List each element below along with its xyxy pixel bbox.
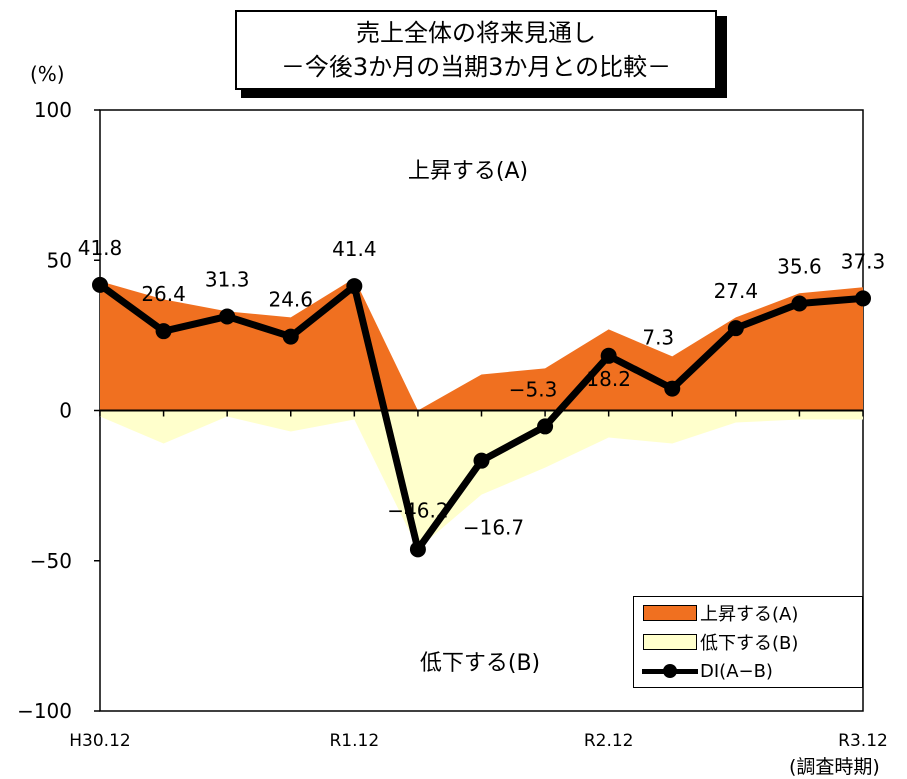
legend-label-down: 低下する(B) (700, 633, 799, 654)
di-data-label: 24.6 (268, 288, 313, 312)
di-data-label: 7.3 (642, 326, 674, 350)
area-up-fill (100, 278, 863, 411)
y-axis-ticks: 100 50 0 −50 −100 (17, 98, 100, 723)
y-tick-label: 0 (59, 399, 72, 423)
x-axis-ticks: H30.12 R1.12 R2.12 R3.12 (69, 410, 888, 751)
di-data-label: 18.2 (586, 367, 631, 391)
di-data-labels: 41.8 26.4 31.3 24.6 41.4 −46.2 −16.7 −5.3 18.2 7.… (78, 236, 886, 540)
area-down-fill (100, 410, 863, 549)
di-data-label: −5.3 (509, 377, 558, 401)
di-point (155, 323, 172, 340)
legend-swatch-di (642, 664, 698, 678)
area-annotations: 上昇する(A) 低下する(B) (408, 159, 540, 676)
x-tick-label: R3.12 (838, 731, 888, 751)
di-point (92, 276, 108, 293)
di-point (219, 308, 236, 325)
y-axis-unit: (%) (30, 62, 65, 86)
di-data-label: −46.2 (387, 498, 448, 522)
y-tick-label: −50 (30, 549, 72, 573)
di-point (855, 290, 871, 307)
y-tick-label: 100 (34, 98, 72, 122)
annotation-up: 上昇する(A) (408, 159, 528, 184)
di-data-label: 26.4 (141, 282, 186, 306)
legend-item-di: DI(A−B) (634, 659, 773, 683)
legend-swatch-down (643, 634, 697, 650)
di-point (791, 295, 808, 312)
legend-label-up: 上昇する(A) (700, 604, 799, 625)
area-series-up (100, 278, 863, 411)
legend-swatch-up (643, 605, 697, 621)
legend: 上昇する(A) 低下する(B) DI(A−B) (633, 596, 863, 688)
x-tick-label: R1.12 (329, 731, 379, 751)
di-data-label: 31.3 (205, 267, 250, 291)
di-data-label: 41.4 (332, 237, 377, 261)
di-data-label: −16.7 (463, 516, 524, 540)
x-axis-label: (調査時期) (789, 756, 880, 778)
di-data-label: 41.8 (78, 236, 123, 260)
di-data-label: 27.4 (714, 279, 759, 303)
legend-item-up: 上昇する(A) (634, 601, 798, 625)
y-tick-label: 50 (47, 248, 72, 272)
di-point (282, 328, 299, 345)
x-tick-label: H30.12 (69, 731, 130, 751)
di-series-points (92, 276, 871, 558)
di-data-label: 37.3 (841, 249, 886, 273)
x-tick-label: R2.12 (584, 731, 634, 751)
di-point (727, 320, 744, 337)
area-series-down (100, 410, 863, 549)
legend-label-di: DI(A−B) (700, 660, 773, 682)
di-point (664, 380, 681, 397)
legend-item-down: 低下する(B) (634, 630, 798, 654)
annotation-down: 低下する(B) (420, 651, 540, 676)
chart-title: 売上全体の将来見通し (356, 19, 596, 47)
di-point (600, 347, 617, 364)
di-point (473, 452, 490, 469)
di-point (409, 541, 426, 558)
di-point (346, 278, 363, 295)
di-point (537, 418, 554, 435)
di-data-label: 35.6 (777, 255, 822, 279)
chart-subtitle: －今後3か月の当期3か月との比較－ (280, 53, 672, 81)
y-tick-label: −100 (17, 699, 72, 723)
chart-title-box: 売上全体の将来見通し －今後3か月の当期3か月との比較－ (235, 10, 717, 90)
